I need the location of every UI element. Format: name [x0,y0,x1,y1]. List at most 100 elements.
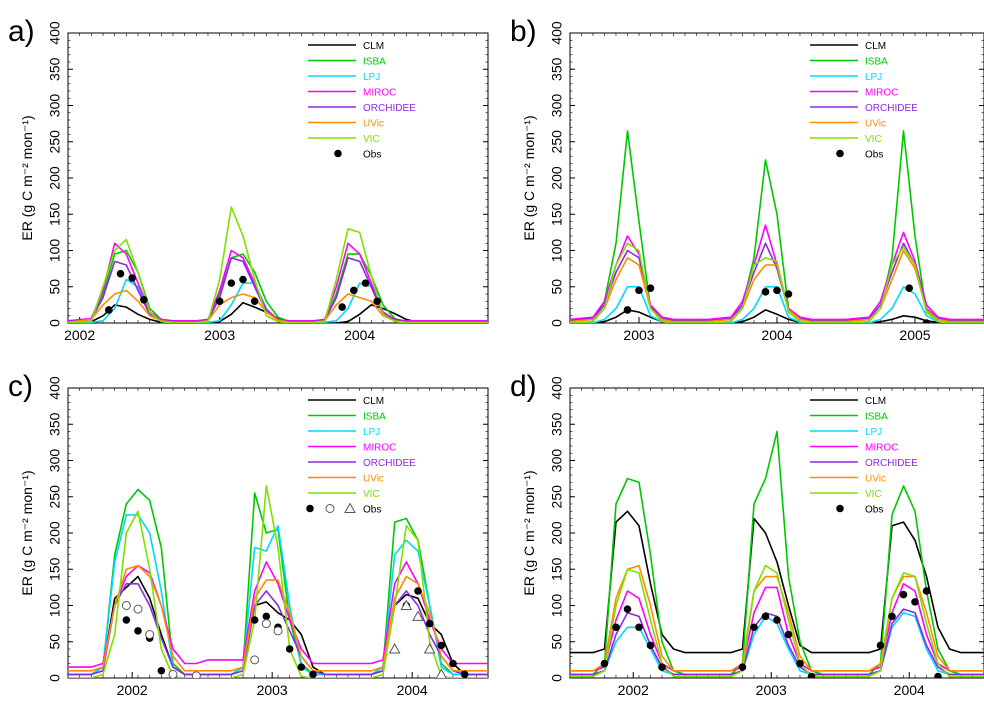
series-group [570,430,984,678]
obs-point [888,612,896,621]
legend-label-miroc: MIROC [363,88,396,99]
series-line-vic [68,485,488,678]
x-tick-label: 2004 [397,682,428,698]
obs-point [262,612,271,621]
obs-point [157,666,166,675]
series-group [570,130,984,323]
y-tick-label: 350 [549,57,565,81]
legend-label-clm: CLM [865,41,886,52]
obs-point [425,619,434,628]
panel-label: c) [8,370,33,403]
y-tick-label: 350 [549,412,565,436]
y-tick-label: 0 [549,319,565,327]
legend-label-vic: VIC [865,489,882,500]
series-line-miroc [570,582,984,672]
obs-point [309,670,317,678]
obs-point [227,279,236,287]
obs-point [646,284,655,293]
x-tick-label: 2003 [204,327,235,343]
obs-point [140,296,148,304]
y-tick-label: 200 [549,521,565,545]
y-tick-label: 150 [47,202,63,226]
x-tick-label: 2003 [257,682,288,698]
y-tick-label: 200 [549,166,565,190]
legend-label-isba: ISBA [363,57,386,68]
legend-label-clm: CLM [865,396,886,407]
legend-label-lpj: LPJ [363,72,380,83]
legend-label-orchidee: ORCHIDEE [363,103,416,114]
y-tick-label: 100 [549,239,565,263]
obs-point [905,284,914,293]
obs-point [623,605,632,613]
y-tick-label: 100 [549,594,565,618]
obs-point [350,286,358,295]
x-tick-label: 2002 [64,327,95,343]
legend-obs-marker [836,504,844,513]
legend-label-isba: ISBA [865,57,888,68]
legend-label-miroc: MIROC [363,443,396,454]
legend-label-obs: Obs [363,505,381,516]
legend-obs-marker-open [325,504,335,513]
series-group [68,206,488,323]
obs-point [116,269,125,278]
y-tick-label: 400 [549,21,565,45]
obs-point [612,623,620,632]
legend-label-orchidee: ORCHIDEE [363,458,416,469]
legend-label-orchidee: ORCHIDEE [865,458,918,469]
legend: CLM ISBA LPJ MIROC ORCHIDEE UVic VIC Obs [308,41,416,161]
y-tick-label: 300 [47,94,63,118]
legend-label-clm: CLM [363,41,384,52]
series-line-isba [68,249,488,323]
obs-point [285,645,294,653]
obs-point-triangle [423,642,436,654]
y-tick-label: 300 [549,449,565,473]
y-tick-label: 50 [47,279,63,295]
obs-point-open-circle [250,655,260,665]
y-tick-label: 250 [47,130,63,154]
series-line-vic [570,242,984,323]
x-tick-label: 2004 [761,327,792,343]
y-axis-label: ER (g C m⁻² mon⁻¹) [19,115,35,240]
y-axis-label: ER (g C m⁻² mon⁻¹) [19,470,35,595]
series-line-uvic [68,564,488,672]
series-line-clm [68,575,488,676]
y-tick-label: 50 [549,279,565,295]
legend-label-miroc: MIROC [865,88,898,99]
obs-point [215,297,224,306]
chart-panel-c: 0 50 100 150 200 250 300 350 400 2002 2003 2004 ER (… [8,370,489,698]
y-tick-label: 300 [549,94,565,118]
obs-point [122,616,131,624]
series-line-orchidee [68,582,488,676]
legend-label-isba: ISBA [363,412,386,423]
legend-obs-marker-triangle [344,502,356,513]
obs-point [876,641,885,650]
legend-label-isba: ISBA [865,412,888,423]
obs-point [239,275,247,284]
legend-obs-marker [306,504,314,513]
obs-point [899,590,908,599]
obs-point [646,641,655,650]
obs-point [761,288,770,296]
obs-point [922,319,931,323]
legend-label-lpj: LPJ [865,72,882,83]
legend-label-uvic: UVic [865,474,886,485]
y-axis-label: ER (g C m⁻² mon⁻¹) [521,115,537,240]
obs-point-triangle [388,642,401,654]
y-tick-label: 200 [47,521,63,545]
legend-label-obs: Obs [363,150,381,161]
y-tick-label: 50 [47,634,63,650]
obs-point [773,616,781,624]
y-tick-label: 150 [549,202,565,226]
obs-point [414,587,422,595]
obs-point [134,627,142,635]
series-line-clm [570,309,984,323]
obs-point [635,623,643,632]
obs-point [297,663,306,671]
x-tick-label: 2002 [618,682,649,698]
series-line-vic [570,564,984,678]
obs-point-open-circle [168,669,178,678]
obs-point [658,663,666,671]
obs-point [922,587,931,595]
legend-label-lpj: LPJ [363,427,380,438]
